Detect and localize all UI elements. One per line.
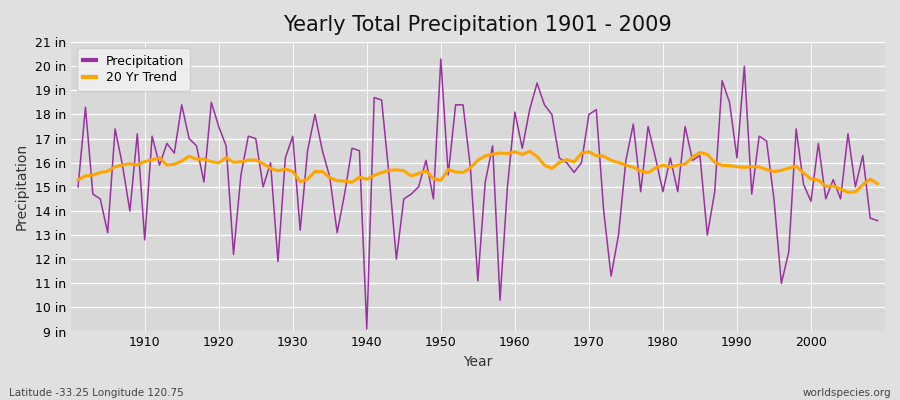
20 Yr Trend <box>295 179 306 184</box>
Precipitation <box>362 327 373 332</box>
20 Yr Trend <box>842 190 853 195</box>
Line: Precipitation: Precipitation <box>78 59 878 329</box>
Text: worldspecies.org: worldspecies.org <box>803 388 891 398</box>
Text: Latitude -33.25 Longitude 120.75: Latitude -33.25 Longitude 120.75 <box>9 388 184 398</box>
20 Yr Trend <box>132 162 143 167</box>
Precipitation <box>872 218 883 223</box>
Precipitation <box>132 131 143 136</box>
X-axis label: Year: Year <box>464 355 492 369</box>
Precipitation <box>436 56 446 61</box>
Legend: Precipitation, 20 Yr Trend: Precipitation, 20 Yr Trend <box>76 48 190 91</box>
Precipitation <box>525 107 535 112</box>
20 Yr Trend <box>525 149 535 154</box>
Precipitation <box>73 184 84 189</box>
20 Yr Trend <box>509 149 520 154</box>
20 Yr Trend <box>606 158 616 163</box>
Line: 20 Yr Trend: 20 Yr Trend <box>78 151 878 192</box>
20 Yr Trend <box>502 151 513 156</box>
Precipitation <box>517 146 527 151</box>
Precipitation <box>613 233 624 238</box>
20 Yr Trend <box>872 181 883 186</box>
Y-axis label: Precipitation: Precipitation <box>15 143 29 230</box>
20 Yr Trend <box>339 179 350 184</box>
Precipitation <box>339 192 350 196</box>
20 Yr Trend <box>73 178 84 182</box>
Precipitation <box>295 228 306 233</box>
Title: Yearly Total Precipitation 1901 - 2009: Yearly Total Precipitation 1901 - 2009 <box>284 15 672 35</box>
